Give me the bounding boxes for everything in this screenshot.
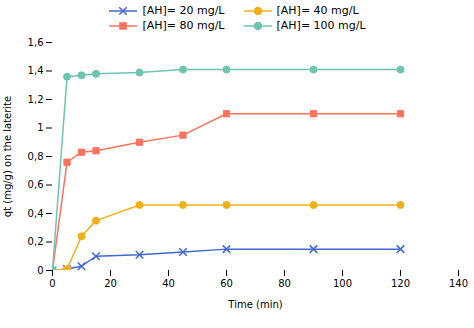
svg-text:1,2: 1,2 xyxy=(28,94,44,105)
svg-text:20: 20 xyxy=(104,278,117,289)
svg-text:0,6: 0,6 xyxy=(28,179,44,190)
svg-text:1: 1 xyxy=(37,122,43,133)
svg-text:0: 0 xyxy=(37,265,43,276)
svg-text:40: 40 xyxy=(162,278,175,289)
svg-text:100: 100 xyxy=(333,278,352,289)
html-text:[AH]= 20 mg/L: [AH]= 20 mg/L xyxy=(142,4,225,17)
svg-text:0,2: 0,2 xyxy=(28,236,44,247)
svg-text:qt (mg/g) on the laterite: qt (mg/g) on the laterite xyxy=(2,96,13,217)
svg-text:0,8: 0,8 xyxy=(28,151,44,162)
html-text:[AH]= 80 mg/L: [AH]= 80 mg/L xyxy=(142,19,225,32)
svg-text:Time (min): Time (min) xyxy=(227,299,282,310)
html-text:[AH]= 100 mg/L: [AH]= 100 mg/L xyxy=(276,19,366,32)
svg-text:1,4: 1,4 xyxy=(28,65,44,76)
svg-text:0: 0 xyxy=(49,278,55,289)
svg-text:0,4: 0,4 xyxy=(28,208,44,219)
svg-text:60: 60 xyxy=(220,278,233,289)
svg-text:1,6: 1,6 xyxy=(28,37,44,48)
svg-text:120: 120 xyxy=(391,278,410,289)
svg-text:80: 80 xyxy=(278,278,291,289)
html-text:[AH]= 40 mg/L: [AH]= 40 mg/L xyxy=(276,4,359,17)
svg-text:140: 140 xyxy=(449,278,468,289)
